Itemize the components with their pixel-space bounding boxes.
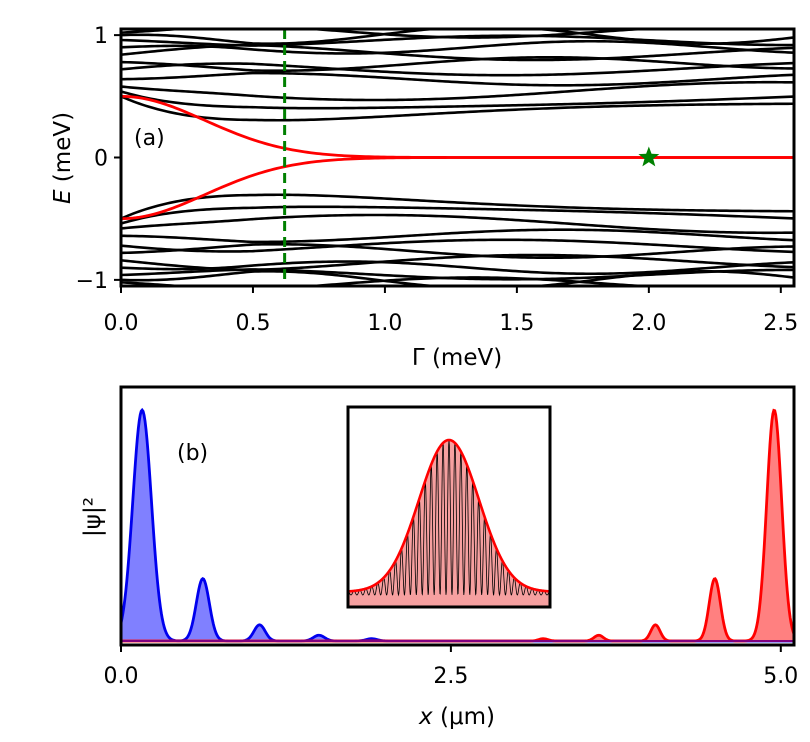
band-line-lower-5 <box>121 242 794 260</box>
inset-plot <box>348 438 550 607</box>
x-tick-label-b: 2.5 <box>433 664 468 689</box>
y-axis-symbol-a: E <box>50 189 76 204</box>
band-line-upper-2 <box>121 80 794 102</box>
band-line-upper-1 <box>121 90 794 110</box>
x-tick-label-a: 1.5 <box>499 311 534 336</box>
band-line-upper-9 <box>121 29 794 39</box>
x-axis-unit-b: (μm) <box>433 704 495 730</box>
band-line-lower-1 <box>121 205 794 225</box>
band-line-upper-4 <box>121 61 794 77</box>
inset-area <box>348 440 550 607</box>
panel-a: 0.0 0.5 1.0 1.5 2.0 2.5 −1 0 1 (a) Γ (meV) E (m… <box>50 24 798 371</box>
band-line-upper-5 <box>121 55 794 73</box>
y-axis-label-a: E (meV) <box>50 112 76 204</box>
majorana-lines <box>121 94 794 221</box>
plot-b-frame <box>119 385 796 647</box>
band-line-lower-9 <box>121 276 794 286</box>
band-line-lower-4 <box>121 238 794 254</box>
y-axis-label-b: |ψ|² <box>80 497 106 537</box>
y-tick-label-a: 0 <box>94 147 108 172</box>
x-axis-label-b: x (μm) <box>418 704 495 730</box>
majorana-line-lower <box>121 156 794 221</box>
x-tick-label-b: 5.0 <box>763 664 798 689</box>
band-line-lower-2 <box>121 213 794 235</box>
inset <box>346 405 552 609</box>
x-axis-label-a: Γ (meV) <box>412 345 502 371</box>
panel-label-a: (a) <box>134 126 165 151</box>
x-axis-a: 0.0 0.5 1.0 1.5 2.0 2.5 <box>104 286 798 336</box>
y-axis-unit-a: (meV) <box>50 112 76 190</box>
x-tick-label-a: 1.0 <box>367 311 402 336</box>
band-line-lower-10 <box>121 270 794 286</box>
band-line-upper-7 <box>121 39 794 55</box>
x-tick-label-a: 0.5 <box>235 311 270 336</box>
x-axis-symbol-b: x <box>418 704 433 730</box>
wavefunction-areas <box>121 407 794 643</box>
y-tick-label-a: 1 <box>94 24 108 49</box>
y-tick-label-a: −1 <box>76 269 108 294</box>
y-axis-a: −1 0 1 <box>76 24 121 294</box>
x-tick-label-a: 0.0 <box>104 311 139 336</box>
band-line-upper-0 <box>121 95 794 122</box>
panel-label-b: (b) <box>177 441 208 466</box>
band-line-lower-0 <box>121 193 794 220</box>
x-tick-label-a: 2.0 <box>631 311 666 336</box>
inset-envelope-line <box>348 438 550 593</box>
panel-b: 0.0 2.5 5.0 (b) x (μm) |ψ|² <box>80 385 798 730</box>
band-line-upper-3 <box>121 71 794 87</box>
x-tick-label-a: 2.5 <box>763 311 798 336</box>
x-tick-label-b: 0.0 <box>104 664 139 689</box>
inset-frame <box>346 405 552 609</box>
band-line-lower-7 <box>121 260 794 276</box>
band-lines <box>121 29 794 286</box>
x-axis-b: 0.0 2.5 5.0 <box>104 645 798 689</box>
band-line-lower-3 <box>121 228 794 244</box>
band-line-upper-10 <box>121 29 794 45</box>
star-marker <box>638 146 660 167</box>
